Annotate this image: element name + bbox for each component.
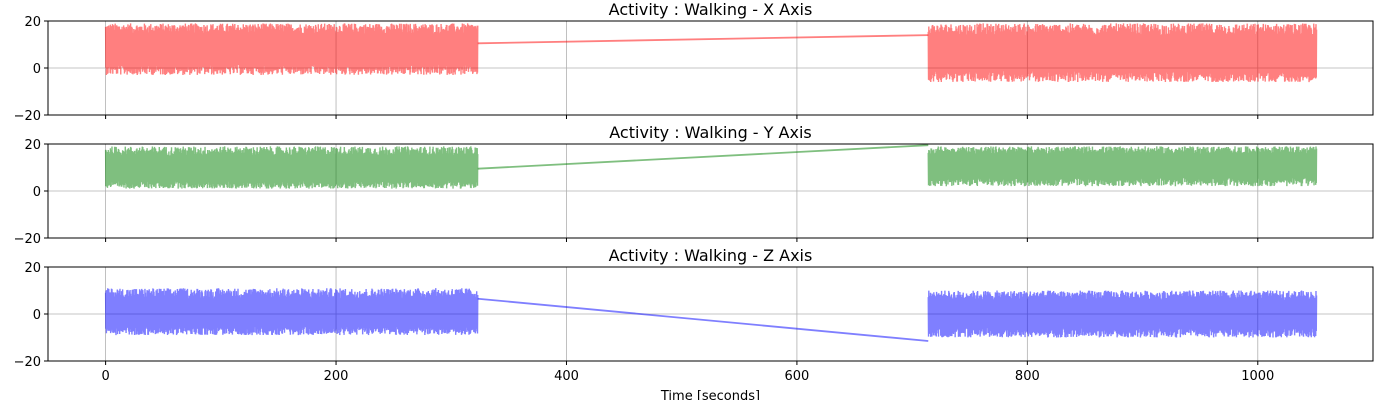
gap-connector-line	[477, 297, 929, 342]
x-tick-label: 600	[784, 369, 809, 384]
data-series	[104, 23, 1318, 83]
y-tick-label: 0	[33, 62, 41, 77]
subplot-x-axis: −20 0 20 Activity : Walking - X Axis	[14, 0, 1374, 124]
chart-title-x: Activity : Walking - X Axis	[609, 0, 813, 19]
signal-segment	[104, 146, 479, 189]
y-tick-label: 20	[24, 138, 41, 153]
signal-segment	[927, 146, 1318, 187]
plot-area: −20 0 20	[14, 138, 1374, 247]
y-tick-label: −20	[14, 355, 41, 370]
chart-title-y: Activity : Walking - Y Axis	[609, 123, 811, 142]
x-tick-label: 0	[101, 369, 109, 384]
y-tick-label: 0	[33, 308, 41, 323]
gap-connector-line	[477, 144, 929, 170]
subplot-y-axis: −20 0 20 Activity : Walking - Y Axis	[14, 123, 1374, 247]
plot-area: −20 0 20	[14, 15, 1374, 124]
gap-connector-line	[477, 34, 929, 45]
y-tick-label: 20	[24, 261, 41, 276]
x-axis-label: Time [seconds]	[660, 389, 760, 400]
data-series	[104, 144, 1318, 189]
y-tick-label: −20	[14, 232, 41, 247]
y-tick-label: −20	[14, 109, 41, 124]
chart-title-z: Activity : Walking - Z Axis	[609, 246, 813, 265]
x-tick-label: 1000	[1241, 369, 1274, 384]
x-tick-label: 800	[1015, 369, 1040, 384]
x-tick-label: 200	[324, 369, 349, 384]
y-tick-label: 20	[24, 15, 41, 30]
signal-segment	[927, 23, 1318, 83]
signal-segment	[104, 288, 479, 336]
data-series	[104, 288, 1318, 342]
x-tick-label: 400	[554, 369, 579, 384]
y-tick-label: 0	[33, 185, 41, 200]
signal-segment	[927, 290, 1318, 338]
signal-segment	[104, 23, 479, 76]
